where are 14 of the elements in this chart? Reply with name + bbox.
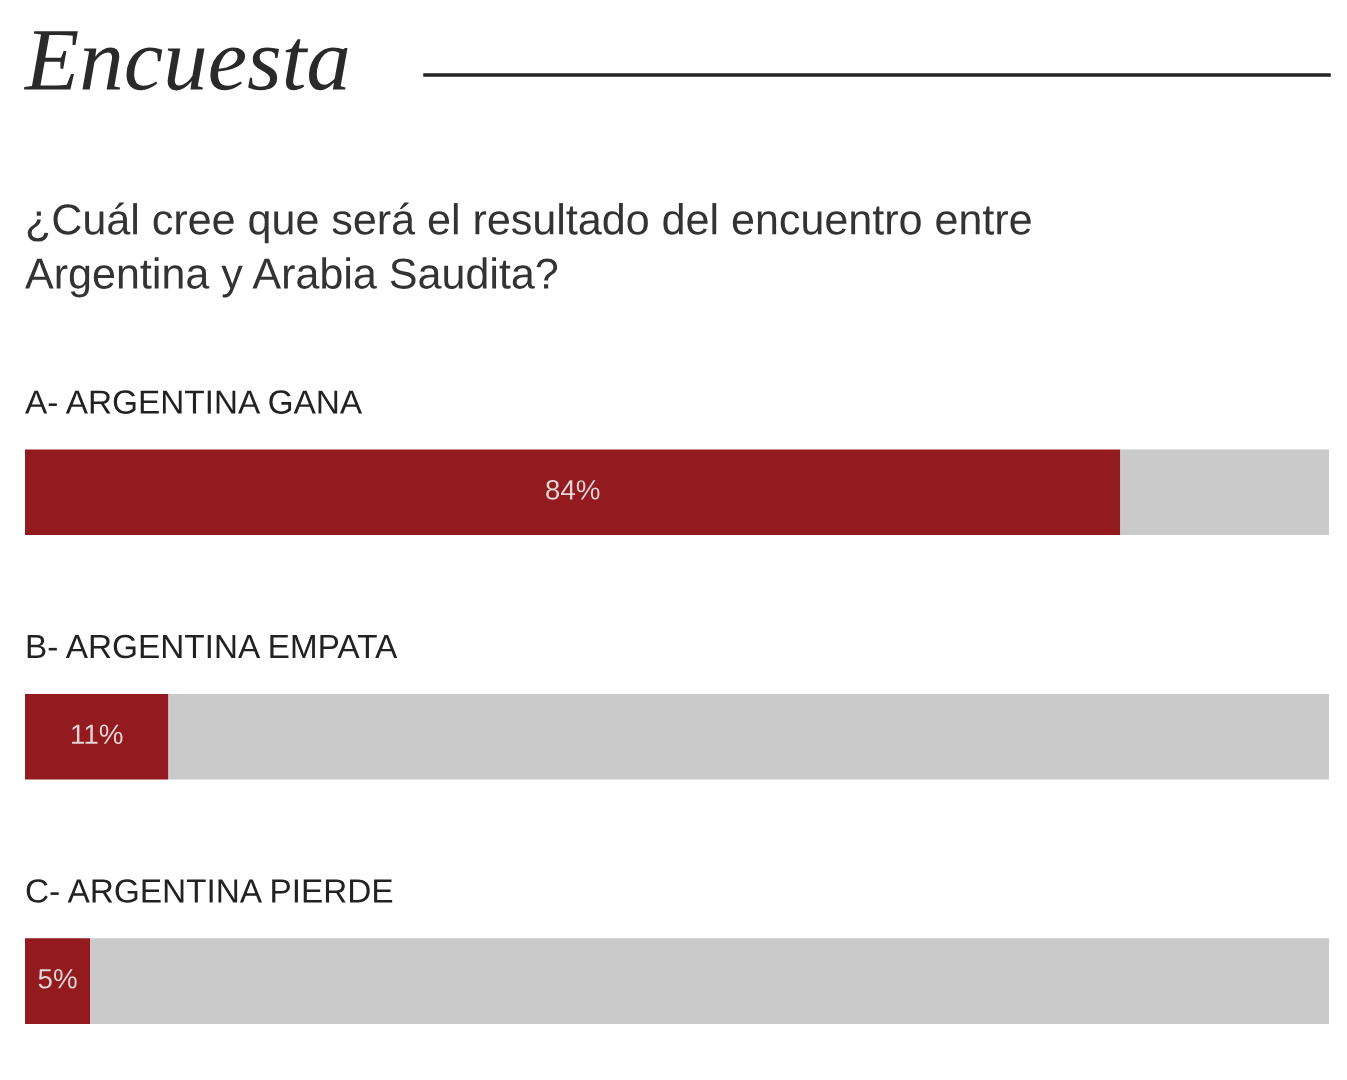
- bar: [25, 693, 169, 780]
- data-label: 11%: [72, 724, 123, 745]
- y-tick-label: A- ARGENTINA GANA: [25, 390, 363, 414]
- bar: [90, 938, 1329, 1024]
- bar: [25, 938, 91, 1024]
- data-label: 84%: [546, 480, 600, 500]
- bar: [168, 693, 1329, 780]
- chart-title: Encuesta: [23, 31, 348, 91]
- data-label: 5%: [38, 969, 77, 989]
- bar: [1120, 449, 1329, 535]
- bar: [25, 449, 1121, 535]
- chart-subtitle: ¿Cuál cree que será el resultado del encuentro entre Argentina y Arabia Saudita?: [25, 202, 1031, 298]
- y-tick-label: B- ARGENTINA EMPATA: [27, 634, 398, 659]
- y-tick-label: C- ARGENTINA PIERDE: [26, 879, 393, 903]
